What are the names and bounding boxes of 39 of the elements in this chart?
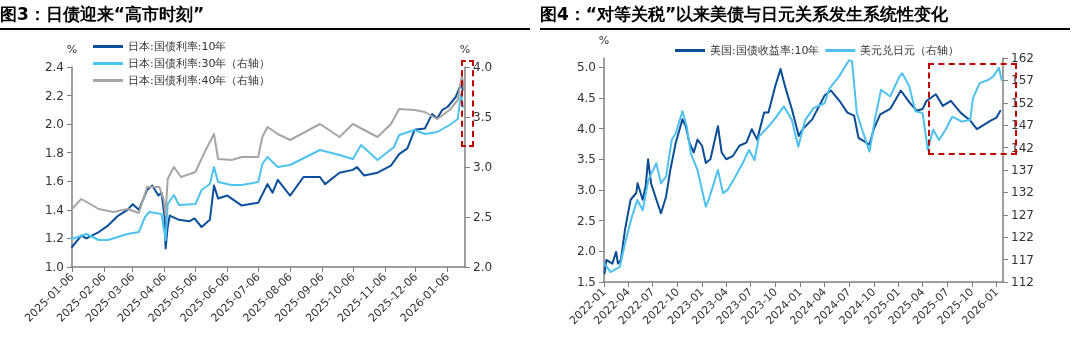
y-tick-label: 1.0	[44, 260, 64, 274]
y-tick-label: 4.0	[576, 121, 596, 136]
legend-label: 日本:国债利率:10年	[128, 40, 227, 53]
chart-title: 图3：日债迎来“高市时刻”	[0, 0, 530, 30]
line-series	[71, 74, 465, 216]
y-tick-label: 2.0	[576, 244, 596, 259]
y2-tick-label: 127	[1011, 207, 1034, 222]
y2-tick-label: 132	[1011, 185, 1034, 200]
y-tick-label: 4.5	[576, 90, 596, 105]
y2-tick-label: 117	[1011, 252, 1034, 267]
legend-label: 美国:国债收益率:10年	[710, 44, 820, 57]
y2-tick-label: 3.5	[473, 110, 493, 124]
y-tick-label: 2.5	[576, 213, 596, 228]
y-tick-label: 3.5	[576, 152, 596, 167]
y-tick-label: 2.0	[44, 117, 64, 132]
y-tick-label: 5.0	[576, 60, 596, 75]
y-tick-label: 1.8	[44, 145, 64, 160]
legend-label: 日本:国债利率:40年（右轴）	[128, 74, 271, 87]
legend-label: 美元兑日元（右轴）	[860, 44, 960, 57]
legend-label: 日本:国债利率:30年（右轴）	[128, 57, 271, 70]
y2-tick-label: 2.0	[473, 260, 493, 274]
y-tick-label: 1.4	[44, 202, 64, 217]
y2-tick-label: 4.0	[473, 60, 493, 74]
y2-tick-label: 122	[1011, 230, 1034, 245]
y2-tick-label: 162	[1011, 51, 1034, 65]
y2-tick-label: 137	[1011, 163, 1034, 177]
y2-tick-label: 3.0	[473, 160, 493, 174]
y2-tick-label: 112	[1011, 275, 1034, 289]
y-axis-title: %	[66, 43, 78, 56]
y-tick-label: 1.2	[44, 231, 64, 246]
y2-tick-label: 2.5	[473, 210, 493, 224]
y-tick-label: 1.5	[576, 275, 596, 289]
y-tick-label: 3.0	[576, 182, 596, 197]
y-axis-title: %	[598, 34, 610, 47]
y2-axis-title: %	[459, 43, 471, 56]
y-tick-label: 2.2	[44, 88, 64, 103]
y-tick-label: 2.4	[44, 60, 64, 74]
chart-title: 图4：“对等关税”以来美债与日元关系发生系统性变化	[540, 0, 1070, 30]
y-tick-label: 1.6	[44, 174, 64, 189]
